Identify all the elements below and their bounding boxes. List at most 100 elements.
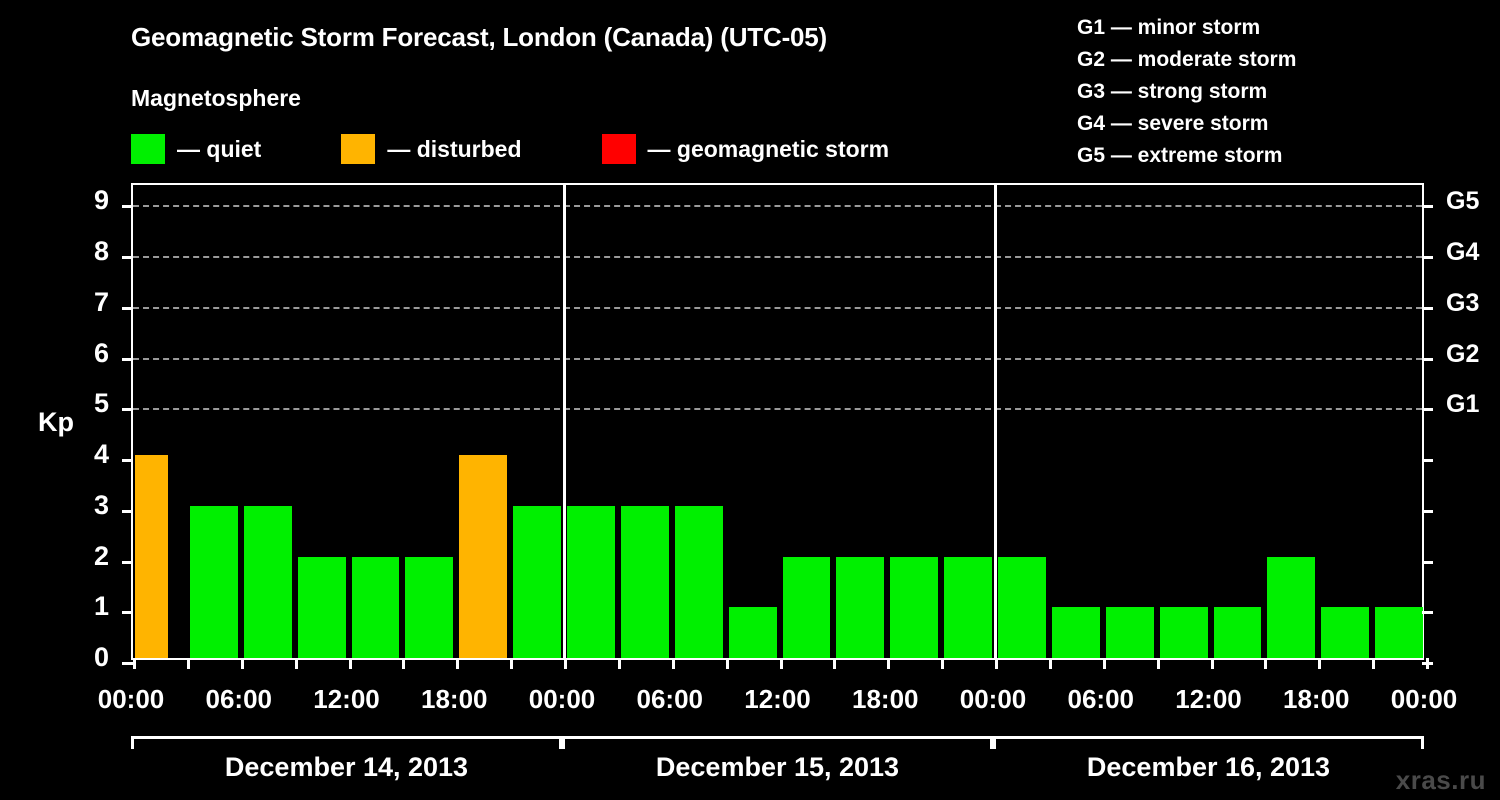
day-label: December 16, 2013: [1086, 752, 1331, 782]
quiet-swatch: [131, 134, 165, 164]
y-tick: [122, 459, 133, 463]
day-bracket: [131, 736, 562, 749]
y-tick: [122, 560, 133, 564]
x-tick: [564, 658, 567, 669]
g-level-label: G1: [1446, 390, 1480, 419]
y-tick-right: [1422, 611, 1433, 615]
y-tick: [122, 256, 133, 260]
y-tick-right: [1422, 357, 1433, 361]
bar: [836, 556, 885, 658]
bar: [405, 556, 454, 658]
y-axis-label: 0: [93, 642, 109, 672]
g-level-label: G3: [1446, 288, 1480, 317]
x-tick: [1210, 658, 1214, 669]
bar: [944, 556, 992, 658]
day-divider: [563, 185, 566, 658]
x-tick: [833, 658, 837, 669]
y-axis-label: 1: [93, 591, 109, 622]
bar: [351, 556, 400, 658]
legend-label: — geomagnetic storm: [647, 135, 890, 162]
y-tick-right: [1422, 306, 1433, 310]
y-tick: [122, 306, 133, 310]
bar: [620, 505, 669, 658]
x-tick: [402, 658, 406, 669]
gridline: [133, 306, 1422, 309]
x-tick: [240, 658, 244, 669]
bar: [674, 505, 723, 658]
x-axis-label: 12:00: [744, 684, 811, 714]
bar: [1375, 607, 1423, 658]
color-legend: — quiet — disturbed — geomagnetic storm: [131, 134, 889, 164]
x-tick: [510, 658, 514, 669]
bar: [1051, 607, 1100, 658]
bar: [998, 556, 1046, 658]
page-title: Geomagnetic Storm Forecast, London (Cana…: [131, 22, 828, 52]
series-title: Magnetosphere: [131, 85, 301, 111]
y-tick-right: [1422, 560, 1433, 564]
g-level-label: G5: [1446, 187, 1480, 216]
x-tick: [186, 658, 190, 669]
bar: [567, 505, 615, 658]
gridline: [133, 205, 1422, 208]
y-tick-right: [1422, 408, 1433, 412]
legend-entry: — disturbed: [341, 134, 522, 164]
x-tick: [671, 658, 675, 669]
x-tick: [294, 658, 298, 669]
y-axis-label: 5: [93, 388, 109, 419]
y-axis-label: 9: [93, 185, 109, 216]
x-tick: [995, 658, 998, 669]
x-axis-label: 00:00: [959, 684, 1027, 714]
bar: [782, 556, 831, 658]
g-scale-legend: G1 — minor storm G2 — moderate storm G3 — …: [1077, 12, 1296, 172]
bar: [728, 607, 777, 658]
legend-label: — quiet: [177, 135, 262, 162]
bar: [1267, 556, 1316, 658]
x-axis-label: 06:00: [636, 684, 704, 714]
y-tick-right: [1422, 509, 1433, 513]
x-tick: [1156, 658, 1160, 669]
bar: [1159, 607, 1208, 658]
day-divider: [994, 185, 997, 658]
bar: [890, 556, 939, 658]
x-axis-label: 18:00: [1283, 684, 1350, 714]
y-tick: [122, 408, 133, 412]
y-axis-label: 3: [93, 489, 109, 520]
bar: [297, 556, 346, 658]
storm-swatch: [601, 134, 636, 164]
g-legend-row: G4 — severe storm: [1077, 112, 1269, 135]
g-level-label: G2: [1446, 339, 1480, 368]
day-label: December 14, 2013: [224, 752, 469, 782]
legend-label: — disturbed: [387, 135, 522, 162]
x-tick: [1426, 658, 1429, 669]
x-axis-label: 00:00: [528, 684, 596, 714]
x-tick: [1372, 658, 1376, 669]
bar: [459, 455, 508, 658]
bar: [1321, 607, 1370, 658]
y-tick: [122, 611, 133, 615]
gridline: [133, 357, 1422, 360]
bar: [189, 505, 238, 658]
g-legend-row: G3 — strong storm: [1077, 80, 1268, 103]
bar: [135, 455, 168, 658]
day-label: December 15, 2013: [655, 752, 900, 782]
x-axis-label: 06:00: [1067, 684, 1135, 714]
x-tick: [887, 658, 891, 669]
legend-entry: — quiet: [131, 134, 261, 164]
y-axis-label: 7: [93, 286, 109, 317]
y-axis-title: Kp: [38, 407, 74, 437]
gridline: [133, 256, 1422, 259]
y-tick: [122, 205, 133, 209]
g-level-label: G4: [1446, 238, 1480, 267]
x-tick: [941, 658, 945, 669]
y-tick: [122, 509, 133, 513]
x-axis-label: 12:00: [313, 684, 380, 714]
x-tick: [1048, 658, 1052, 669]
disturbed-swatch: [341, 134, 376, 164]
watermark: xras.ru: [1395, 765, 1486, 795]
x-tick: [133, 658, 136, 669]
x-axis-label: 18:00: [421, 684, 488, 714]
gridline: [133, 408, 1422, 411]
y-tick-right: [1422, 256, 1433, 260]
day-bracket: [993, 736, 1424, 749]
